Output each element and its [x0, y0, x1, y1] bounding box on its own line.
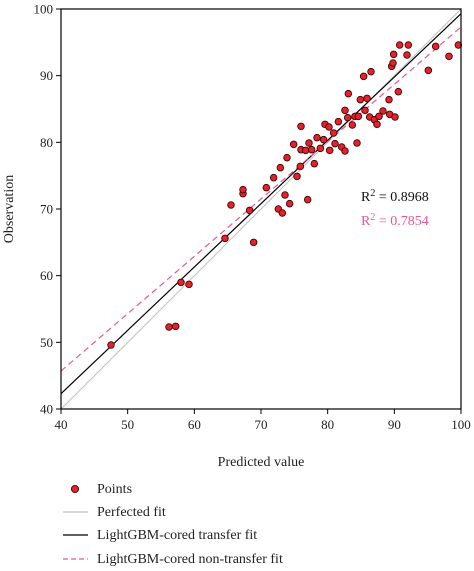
x-tick-label: 90: [388, 417, 401, 432]
data-point: [239, 185, 247, 194]
data-point: [278, 209, 287, 217]
data-point: [353, 139, 361, 147]
y-tick-label: 90: [40, 68, 53, 83]
x-tick-label: 100: [451, 417, 471, 432]
data-point: [379, 107, 387, 115]
data-point: [331, 139, 339, 148]
data-point: [341, 106, 349, 115]
x-tick-label: 40: [55, 417, 68, 432]
data-point: [395, 41, 404, 49]
data-point: [375, 112, 383, 121]
data-point: [361, 106, 369, 115]
y-tick-label: 100: [34, 2, 54, 17]
data-point: [107, 341, 115, 349]
data-point: [391, 113, 399, 121]
y-axis-label: Observation: [2, 175, 17, 243]
data-point: [325, 146, 334, 155]
data-point: [354, 112, 363, 121]
data-point: [313, 133, 321, 142]
y-tick-label: 40: [40, 402, 53, 417]
data-point: [177, 278, 185, 287]
data-point: [171, 322, 180, 331]
data-point: [343, 113, 352, 122]
plot-area: 40 50 60 70 80 90 100 40 50 60 70 80 90 100 Predicted …: [2, 2, 471, 471]
legend-label: LightGBM-cored transfer fit: [97, 528, 257, 543]
x-tick-label: 80: [321, 417, 334, 432]
data-point: [389, 59, 397, 67]
data-point: [373, 120, 381, 129]
data-point: [310, 159, 319, 168]
data-point: [344, 89, 353, 98]
data-point: [276, 163, 285, 172]
r2-annotation: R2 = 0.7854: [361, 212, 429, 230]
data-point: [227, 201, 235, 209]
data-point: [316, 144, 325, 153]
legend-label: Points: [97, 482, 132, 497]
data-point: [285, 199, 294, 208]
data-point: [424, 66, 433, 75]
fit-line-2: [61, 13, 461, 395]
data-point: [404, 41, 413, 49]
fit-line-1: [61, 9, 461, 409]
data-point: [359, 72, 368, 81]
data-point: [281, 191, 289, 199]
data-point: [245, 206, 254, 215]
data-point: [385, 95, 393, 104]
data-point: [165, 323, 173, 331]
legend-label: Perfected fit: [97, 505, 166, 520]
data-point: [319, 135, 328, 144]
x-tick-label: 70: [255, 417, 268, 432]
x-axis-label: Predicted value: [218, 455, 305, 470]
data-point: [293, 172, 301, 181]
scatter-points: [107, 41, 463, 349]
data-point: [341, 147, 349, 155]
data-point: [262, 183, 271, 192]
data-point: [363, 94, 371, 103]
data-point: [249, 238, 258, 247]
data-point: [454, 41, 463, 49]
fit-lines: [61, 9, 461, 409]
data-point: [305, 139, 313, 147]
data-point: [185, 280, 193, 289]
legend-label: LightGBM-cored non-transfer fit: [97, 552, 283, 567]
data-point: [329, 129, 338, 137]
x-tick-label: 50: [121, 417, 134, 432]
data-point: [303, 195, 312, 204]
y-tick-label: 80: [40, 135, 53, 150]
y-tick-label: 60: [40, 268, 53, 283]
data-point: [356, 95, 365, 104]
data-point: [221, 234, 229, 243]
data-point: [367, 67, 375, 76]
r2-annotation: R2 = 0.8968: [361, 188, 429, 206]
fit-line-3: [61, 26, 461, 372]
data-point: [307, 145, 316, 154]
legend-marker-points: [70, 484, 80, 494]
data-point: [389, 50, 398, 59]
data-point: [403, 51, 411, 59]
data-point: [445, 52, 453, 61]
data-point: [289, 140, 298, 149]
data-point: [348, 121, 357, 129]
data-point: [283, 153, 291, 162]
data-point: [296, 162, 305, 171]
data-point: [431, 42, 440, 51]
data-point: [297, 122, 305, 131]
data-point: [334, 117, 343, 126]
data-point: [325, 123, 333, 131]
data-point: [269, 173, 278, 182]
y-tick-label: 70: [40, 202, 53, 217]
legend: Points Perfected fit LightGBM-cored transf…: [63, 482, 283, 567]
x-tick-label: 60: [188, 417, 201, 432]
data-point: [394, 87, 403, 96]
y-tick-label: 50: [40, 335, 53, 350]
